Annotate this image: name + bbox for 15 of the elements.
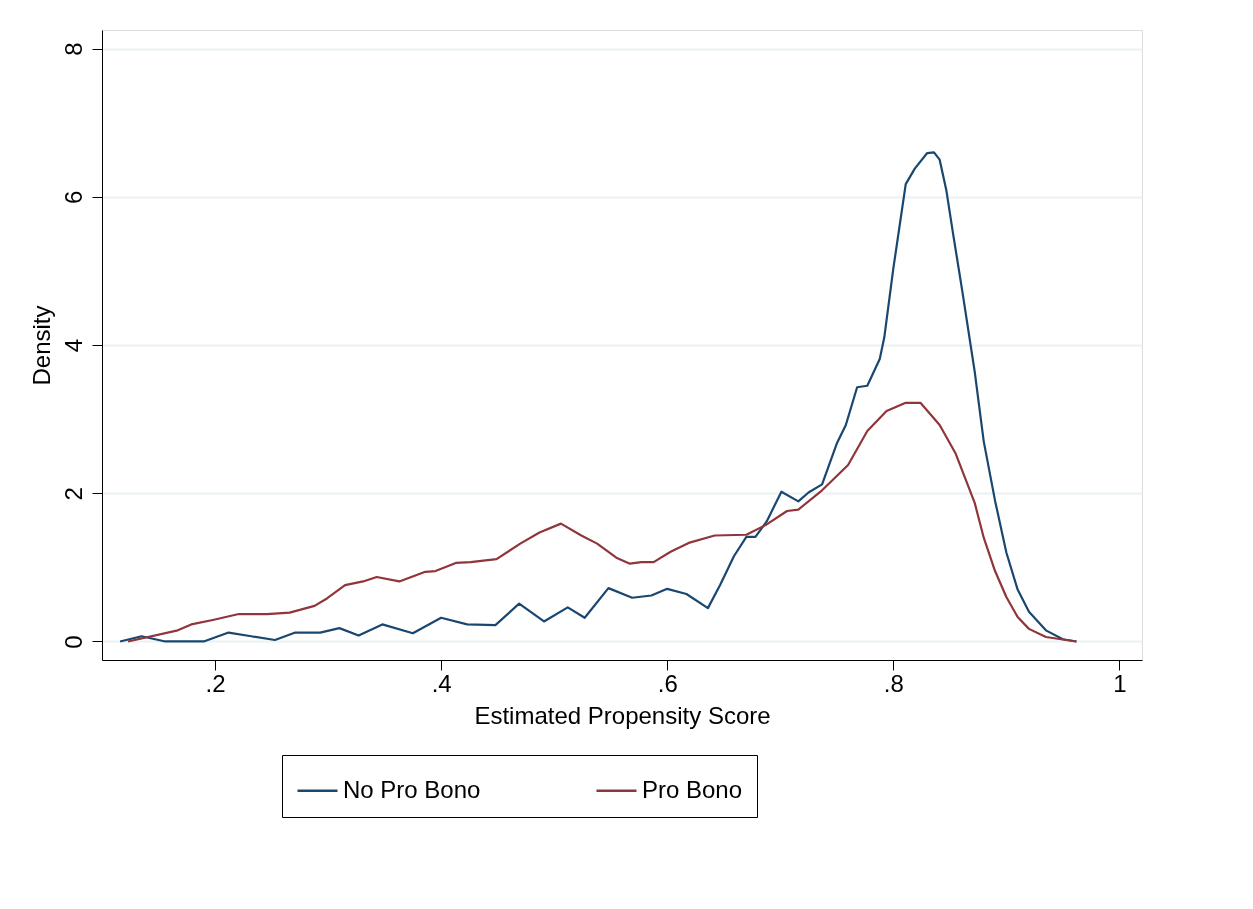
y-tick-label: 0 (59, 635, 87, 649)
y-tick-label: 4 (59, 338, 87, 353)
x-tick-label: .8 (883, 669, 904, 697)
x-tick-label: .2 (205, 669, 226, 697)
y-tick-label: 2 (59, 487, 87, 501)
y-tick-label: 6 (59, 190, 87, 204)
y-tick-label: 8 (59, 42, 87, 56)
x-tick-label: 1 (1113, 669, 1127, 697)
x-tick-label: .4 (431, 669, 452, 697)
x-axis-title: Estimated Propensity Score (474, 701, 771, 729)
y-axis-title: Density (27, 305, 55, 386)
legend-label: No Pro Bono (343, 775, 481, 803)
line-series (126, 401, 1078, 643)
legend-label: Pro Bono (642, 775, 743, 803)
x-tick-label: .6 (657, 669, 678, 697)
